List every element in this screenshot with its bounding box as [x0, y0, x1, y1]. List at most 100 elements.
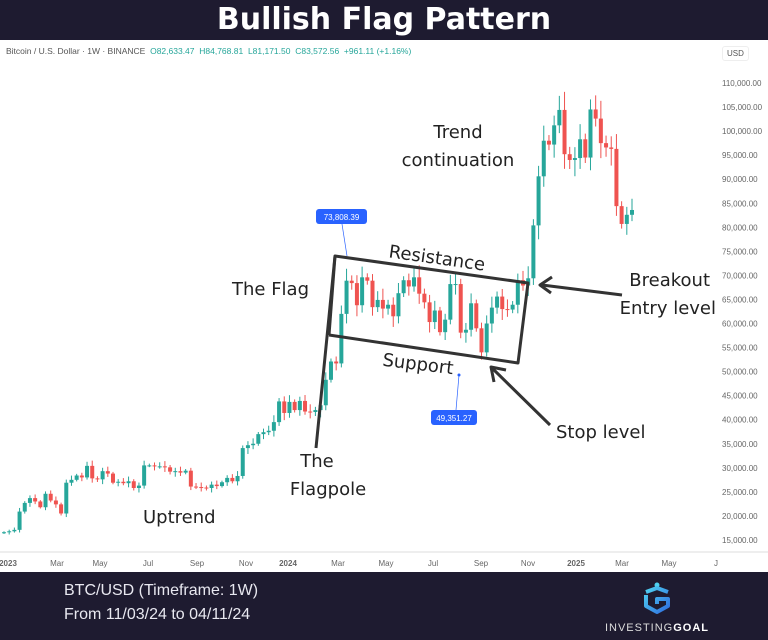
candle-body — [214, 484, 219, 487]
y-tick-label: 25,000.00 — [722, 488, 758, 497]
y-tick-label: 105,000.00 — [722, 103, 763, 112]
candle-body — [396, 293, 401, 317]
annotation-entry: Entry level — [620, 298, 716, 319]
candle-body — [370, 280, 375, 308]
x-tick-label: J — [714, 559, 718, 568]
candle-body — [116, 481, 121, 483]
candle-body — [85, 465, 90, 478]
candle-body — [495, 296, 500, 308]
candle-body — [59, 504, 64, 514]
x-tick-label: 2024 — [279, 559, 297, 568]
candle-body — [593, 109, 598, 119]
candle-body — [69, 479, 74, 483]
candle-body — [391, 304, 396, 317]
candle-body — [375, 299, 380, 308]
annotation-uptrend: Uptrend — [143, 507, 216, 528]
candle-body — [448, 284, 453, 320]
y-tick-label: 65,000.00 — [722, 295, 758, 304]
candle-body — [142, 465, 147, 486]
page-title: Bullish Flag Pattern — [0, 0, 768, 40]
candle-body — [598, 118, 603, 144]
candle-body — [313, 410, 318, 413]
x-tick-label: Jul — [143, 559, 153, 568]
y-tick-label: 15,000.00 — [722, 536, 758, 545]
symbol-info: Bitcoin / U.S. Dollar · 1W · BINANCE O82… — [6, 46, 411, 56]
footer-line-2: From 11/03/24 to 04/11/24 — [64, 606, 251, 623]
candle-body — [412, 277, 417, 287]
candle-body — [557, 109, 562, 126]
candle-body — [578, 139, 583, 159]
annotation-flag: The Flag — [231, 279, 309, 300]
breakout-arrowhead-icon — [538, 275, 553, 295]
candlestick-chart: 110,000.00 105,000.00 100,000.00 95,000.00 9… — [0, 79, 768, 568]
marker-high-label: 73,808.39 — [324, 213, 360, 222]
candle-body — [489, 307, 494, 324]
x-tick-label: Nov — [239, 559, 253, 568]
candle-body — [173, 471, 178, 473]
ohlc-close: C83,572.56 — [295, 46, 340, 56]
candle-body — [126, 481, 131, 484]
stop-arrow — [491, 367, 552, 427]
candle-body — [147, 465, 152, 467]
footer: BTC/USD (Timeframe: 1W) From 11/03/24 to… — [0, 572, 768, 640]
candle-body — [90, 465, 95, 479]
stop-arrowhead-icon — [489, 365, 507, 383]
candle-body — [510, 304, 515, 310]
candle-body — [178, 471, 183, 473]
candle-body — [386, 304, 391, 309]
x-tick-label: May — [661, 559, 676, 568]
candle-body — [225, 477, 230, 483]
candle-body — [152, 465, 157, 467]
investinggoal-logo: INVESTINGGOAL — [602, 582, 712, 634]
logo-icon — [644, 582, 670, 614]
candle-body — [500, 296, 505, 310]
candle-body — [292, 401, 297, 411]
candle-body — [484, 323, 489, 353]
candle-body — [183, 470, 188, 473]
candle-body — [552, 125, 557, 145]
annotation-breakout: Breakout — [629, 270, 710, 291]
x-tick-label: Sep — [474, 559, 489, 568]
flagpole-line — [327, 255, 337, 336]
candle-body — [235, 475, 240, 482]
candle-body — [53, 500, 58, 505]
candle-body — [453, 284, 458, 286]
y-tick-label: 55,000.00 — [722, 344, 758, 353]
y-tick-label: 95,000.00 — [722, 151, 758, 160]
candle-body — [230, 477, 235, 482]
candle-body — [251, 443, 256, 446]
candle-body — [604, 143, 609, 148]
candle-body — [630, 209, 634, 215]
candle-body — [422, 293, 427, 303]
currency-button[interactable]: USD — [722, 46, 749, 61]
candle-body — [323, 379, 328, 406]
candle-body — [162, 466, 167, 468]
y-tick-label: 75,000.00 — [722, 247, 758, 256]
candle-body — [624, 214, 629, 224]
candle-body — [194, 486, 199, 488]
candle-body — [17, 511, 22, 530]
candle-body — [271, 422, 276, 431]
candle-body — [443, 319, 448, 333]
candle-body — [406, 280, 411, 287]
candle-body — [505, 309, 510, 311]
annotation-continuation: continuation — [402, 150, 515, 171]
y-tick-label: 20,000.00 — [722, 512, 758, 521]
marker-low-label: 49,351.27 — [436, 414, 472, 423]
candle-body — [541, 140, 546, 177]
x-tick-label: May — [378, 559, 393, 568]
y-tick-label: 85,000.00 — [722, 199, 758, 208]
candle-body — [572, 158, 577, 160]
marker-high: 73,808.39 — [316, 209, 367, 257]
candle-body — [209, 484, 214, 489]
candle-body — [588, 109, 593, 158]
candle-body — [609, 147, 614, 149]
candle-body — [531, 225, 536, 279]
annotation-support: Support — [381, 350, 454, 380]
logo-text-a: INVESTING — [604, 622, 674, 634]
candle-body — [219, 482, 224, 487]
x-tick-label: Sep — [190, 559, 205, 568]
candle-body — [463, 329, 468, 333]
candle-body — [110, 473, 115, 483]
candle-body — [7, 531, 12, 533]
